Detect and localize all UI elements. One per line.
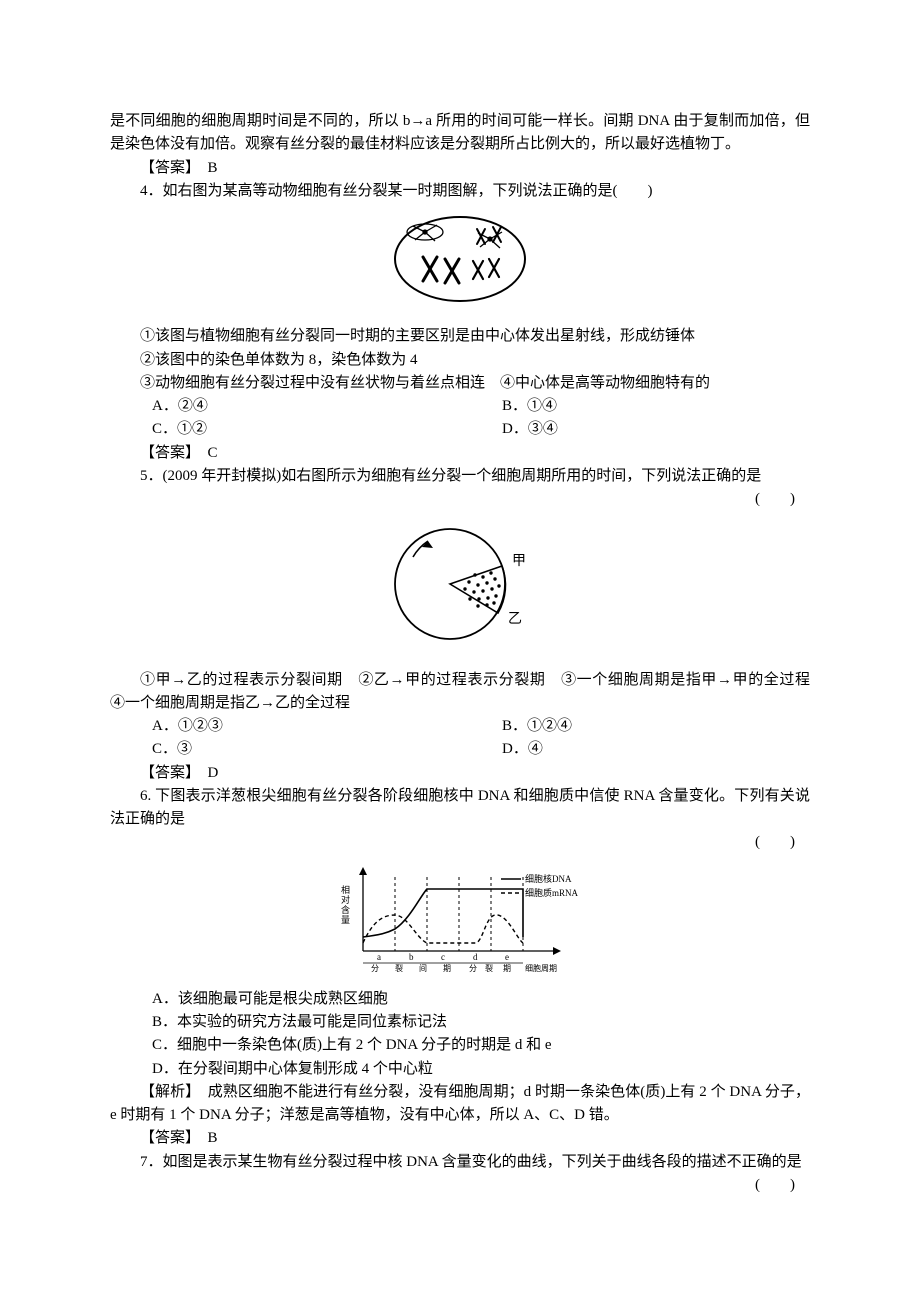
q5-opt-d: D．④ [460,738,543,761]
q6-analysis-label: 【解析】 [140,1084,193,1100]
q5-opt-a: A．①②③ [110,715,223,738]
svg-text:裂: 裂 [485,963,493,973]
q6-opt-d: D．在分裂间期中心体复制形成 4 个中心粒 [110,1058,810,1081]
q7-paren: ( ) [110,1174,810,1197]
svg-text:含: 含 [341,904,350,915]
q6-paren: ( ) [110,831,810,854]
q5-label-jia: 甲 [512,554,526,569]
q6-opt-a: A．该细胞最可能是根尖成熟区细胞 [110,988,810,1011]
svg-text:间: 间 [419,964,427,973]
q5-options-row2: C．③ D．④ [110,738,810,761]
q6-analysis: 【解析】 成熟区细胞不能进行有丝分裂，没有细胞周期；d 时期一条染色体(质)上有… [110,1081,810,1128]
svg-text:分: 分 [371,964,379,973]
q6-opt-b: B．本实验的研究方法最可能是同位素标记法 [110,1011,810,1034]
q6-ylabel: 相 [341,884,350,895]
q6-legend-dna: 细胞核DNA [525,873,572,884]
q4-opt-d: D．③④ [460,418,558,441]
svg-text:细胞周期: 细胞周期 [525,963,557,973]
svg-text:分: 分 [469,964,477,973]
q6-opt-c: C．细胞中一条染色体(质)上有 2 个 DNA 分子的时期是 d 和 e [110,1034,810,1057]
q4-opt-b: B．①④ [460,395,557,418]
intro-answer: 【答案】 B [110,157,810,180]
svg-text:量: 量 [341,915,350,925]
svg-text:b: b [409,952,414,962]
q5-label-yi: 乙 [508,611,522,627]
q6-figure: 相 对 含 量 细胞核DNA 细胞质mRNA a b c d e 分 裂 间 期… [110,859,810,982]
svg-text:a: a [377,952,381,962]
q4-opt-c: C．①② [110,418,207,441]
q4-statement-3: ③动物细胞有丝分裂过程中没有丝状物与着丝点相连 ④中心体是高等动物细胞特有的 [110,372,810,395]
q6-stem: 6. 下图表示洋葱根尖细胞有丝分裂各阶段细胞核中 DNA 和细胞质中信使 RNA… [110,785,810,832]
svg-text:期: 期 [443,964,451,973]
svg-text:对: 对 [341,894,350,905]
q4-options-row1: A．②④ B．①④ [110,395,810,418]
svg-text:裂: 裂 [395,963,403,973]
q5-options-row1: A．①②③ B．①②④ [110,715,810,738]
q5-paren: ( ) [110,488,810,511]
svg-text:e: e [505,952,509,962]
q5-figure: 甲 乙 [110,517,810,660]
q4-statement-1: ①该图与植物细胞有丝分裂同一时期的主要区别是由中心体发出星射线，形成纺锤体 [110,325,810,348]
q4-stem: 4．如右图为某高等动物细胞有丝分裂某一时期图解，下列说法正确的是( ) [110,180,810,203]
q6-answer: 【答案】 B [110,1127,810,1150]
q5-opt-b: B．①②④ [460,715,572,738]
svg-text:期: 期 [503,964,511,973]
q4-options-row2: C．①② D．③④ [110,418,810,441]
q7-stem: 7．如图是表示某生物有丝分裂过程中核 DNA 含量变化的曲线，下列关于曲线各段的… [110,1151,810,1174]
q4-answer: 【答案】 C [110,442,810,465]
q5-statements: ①甲→乙的过程表示分裂间期 ②乙→甲的过程表示分裂期 ③一个细胞周期是指甲→甲的… [110,669,810,716]
q6-legend-mrna: 细胞质mRNA [525,887,579,898]
q5-stem: 5．(2009 年开封模拟)如右图所示为细胞有丝分裂一个细胞周期所用的时间，下列… [110,465,810,488]
q4-opt-a: A．②④ [110,395,208,418]
q5-answer: 【答案】 D [110,762,810,785]
q6-analysis-text: 成熟区细胞不能进行有丝分裂，没有细胞周期；d 时期一条染色体(质)上有 2 个 … [110,1084,810,1123]
svg-text:c: c [441,952,445,962]
intro-paragraph: 是不同细胞的细胞周期时间是不同的，所以 b→a 所用的时间可能一样长。间期 DN… [110,110,810,157]
svg-text:d: d [473,952,478,962]
q5-opt-c: C．③ [110,738,192,761]
q4-statement-2: ②该图中的染色单体数为 8，染色体数为 4 [110,349,810,372]
q4-figure [110,209,810,317]
